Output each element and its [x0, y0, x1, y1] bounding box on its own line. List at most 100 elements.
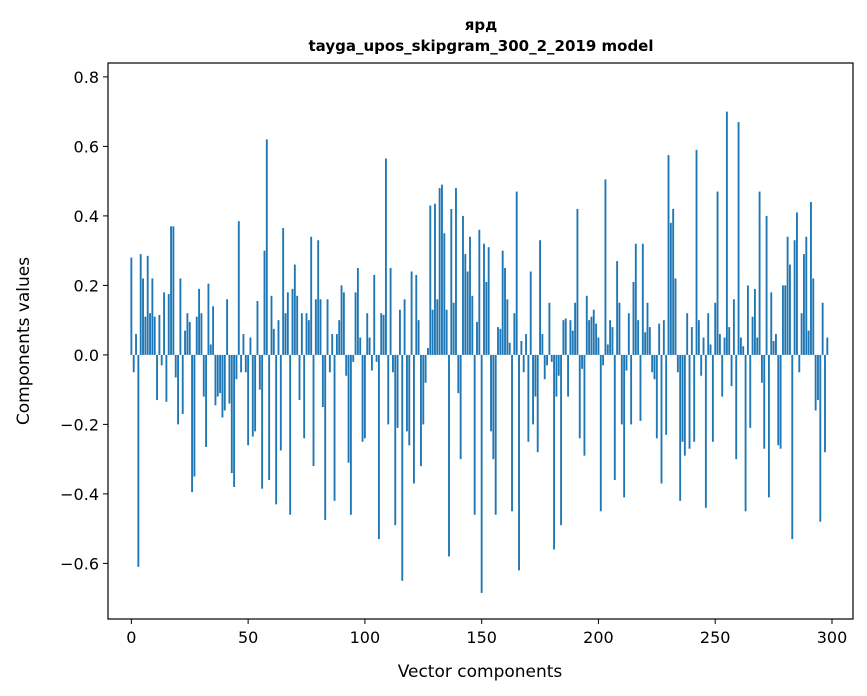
bar-component-224: [653, 354, 656, 380]
bar-component-91: [342, 292, 345, 355]
bar-component-90: [340, 285, 343, 355]
bar-component-295: [819, 354, 822, 522]
bar-component-239: [688, 354, 691, 449]
bar-component-293: [814, 354, 817, 411]
bar-component-43: [230, 354, 233, 474]
bar-component-45: [235, 354, 238, 380]
bar-component-119: [408, 354, 411, 446]
bar-component-209: [618, 302, 621, 355]
bar-component-188: [569, 320, 572, 355]
bar-component-210: [620, 354, 623, 425]
bar-component-26: [191, 354, 194, 493]
bar-component-173: [534, 354, 537, 397]
bar-component-6: [144, 316, 147, 355]
bar-component-150: [480, 354, 483, 593]
bar-component-70: [293, 264, 296, 355]
bar-component-143: [464, 254, 467, 355]
bar-component-185: [562, 320, 565, 355]
bar-component-289: [805, 236, 808, 355]
bar-component-290: [807, 330, 810, 355]
bar-component-244: [700, 354, 703, 376]
bar-component-215: [632, 281, 635, 355]
bar-component-131: [436, 299, 439, 355]
bar-component-62: [275, 354, 278, 505]
chart-subtitle: tayga_upos_skipgram_300_2_2019 model: [309, 37, 654, 55]
bar-component-93: [347, 354, 350, 463]
bar-component-56: [261, 354, 264, 489]
bar-component-60: [270, 295, 273, 355]
bar-component-75: [305, 313, 308, 355]
bar-component-92: [345, 354, 348, 376]
bar-component-219: [641, 243, 644, 355]
bar-component-52: [251, 354, 254, 437]
x-tick-label: 300: [817, 628, 848, 647]
bar-component-250: [714, 302, 717, 355]
bar-component-134: [443, 233, 446, 355]
bar-component-0: [130, 257, 133, 355]
bar-component-137: [450, 208, 453, 355]
bar-component-27: [193, 354, 196, 477]
bar-component-100: [363, 354, 366, 439]
bar-component-196: [588, 320, 591, 355]
y-tick-label: −0.2: [60, 415, 99, 434]
bar-component-273: [767, 354, 770, 498]
bar-component-204: [606, 344, 609, 355]
bar-component-270: [760, 354, 763, 383]
bar-component-284: [793, 240, 796, 355]
bar-component-194: [583, 354, 586, 456]
bar-component-205: [609, 320, 612, 355]
bar-component-253: [721, 354, 724, 397]
bar-component-127: [427, 347, 429, 355]
bar-component-95: [352, 354, 355, 362]
bar-component-141: [459, 354, 462, 460]
bar-component-47: [240, 354, 243, 373]
bar-component-272: [765, 215, 768, 355]
bar-component-69: [291, 288, 294, 355]
bar-component-264: [746, 285, 749, 355]
bar-component-46: [237, 221, 240, 355]
bar-component-158: [499, 328, 502, 355]
bar-component-237: [683, 354, 686, 456]
bar-component-106: [377, 354, 380, 540]
bar-component-102: [368, 337, 371, 355]
bar-component-232: [672, 208, 675, 355]
bar-component-38: [219, 354, 222, 394]
bar-component-104: [373, 274, 376, 355]
bar-component-166: [518, 354, 520, 571]
bar-component-21: [179, 278, 182, 355]
x-axis-label: Vector components: [398, 662, 563, 682]
bar-component-94: [349, 354, 352, 515]
bar-component-147: [473, 354, 476, 515]
bar-component-64: [279, 354, 282, 451]
bar-component-8: [149, 313, 151, 355]
bar-component-97: [356, 268, 359, 355]
bar-component-216: [634, 243, 637, 355]
bar-component-83: [324, 354, 327, 520]
y-tick-label: −0.4: [60, 485, 99, 504]
x-axis: 0 50 100 150 200 250 300: [126, 619, 847, 647]
bar-component-160: [504, 268, 506, 355]
bar-component-34: [209, 344, 212, 355]
bar-component-192: [578, 354, 581, 439]
bar-component-226: [658, 323, 661, 355]
bar-component-109: [384, 158, 387, 355]
bar-component-262: [742, 346, 745, 355]
bar-component-118: [406, 354, 408, 432]
bar-component-213: [627, 313, 630, 355]
bar-component-81: [319, 299, 322, 355]
bar-component-49: [244, 354, 247, 373]
bar-component-153: [487, 247, 490, 355]
bar-component-249: [711, 354, 714, 442]
bar-component-130: [434, 203, 436, 355]
bar-component-208: [616, 261, 619, 355]
bar-component-14: [163, 292, 165, 355]
bar-component-110: [387, 354, 390, 425]
bar-component-129: [431, 309, 434, 355]
bar-component-51: [249, 337, 252, 355]
bar-component-77: [310, 236, 313, 355]
bar-component-105: [375, 354, 378, 362]
bar-component-68: [289, 354, 292, 515]
bar-component-164: [513, 313, 516, 355]
bar-component-23: [184, 330, 186, 355]
